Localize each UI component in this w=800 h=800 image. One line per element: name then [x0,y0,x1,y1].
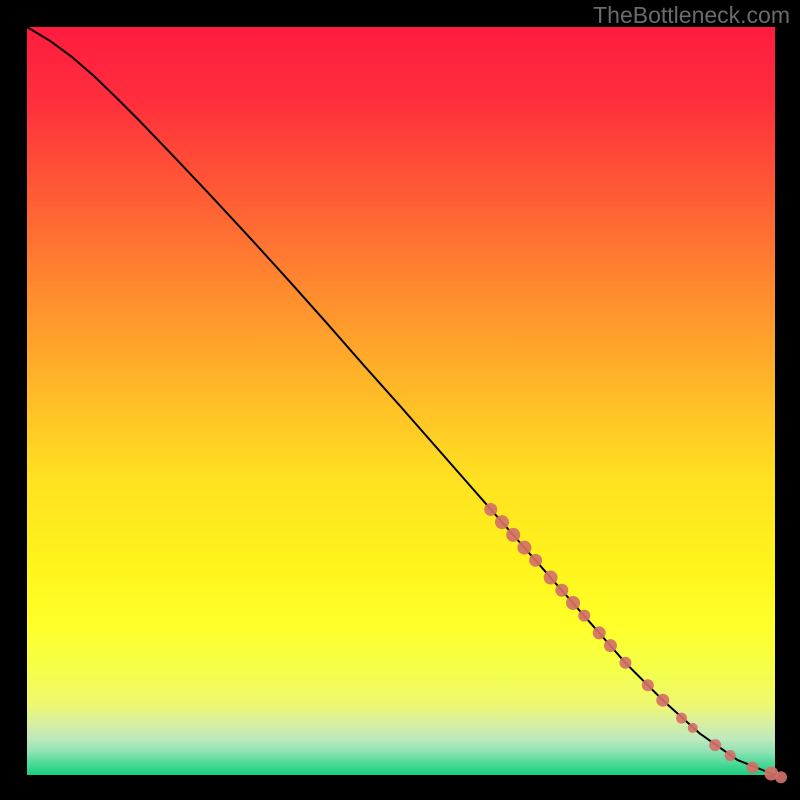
chart-stage: TheBottleneck.com [0,0,800,800]
chart-svg [0,0,800,800]
scatter-point [506,528,520,542]
scatter-point [593,626,606,639]
scatter-point [688,723,698,733]
scatter-point [578,610,590,622]
scatter-point [642,679,654,691]
scatter-point [775,771,787,783]
scatter-point [517,541,531,555]
scatter-point [555,584,568,597]
scatter-point [544,571,558,585]
scatter-point [725,750,736,761]
plot-background [27,27,775,775]
scatter-point [495,515,509,529]
scatter-point [529,554,542,567]
scatter-point [656,694,669,707]
scatter-point [566,596,580,610]
scatter-point [747,762,759,774]
scatter-point [484,503,497,516]
scatter-point [676,713,687,724]
scatter-point [619,657,631,669]
scatter-point [709,739,721,751]
scatter-point [604,639,617,652]
